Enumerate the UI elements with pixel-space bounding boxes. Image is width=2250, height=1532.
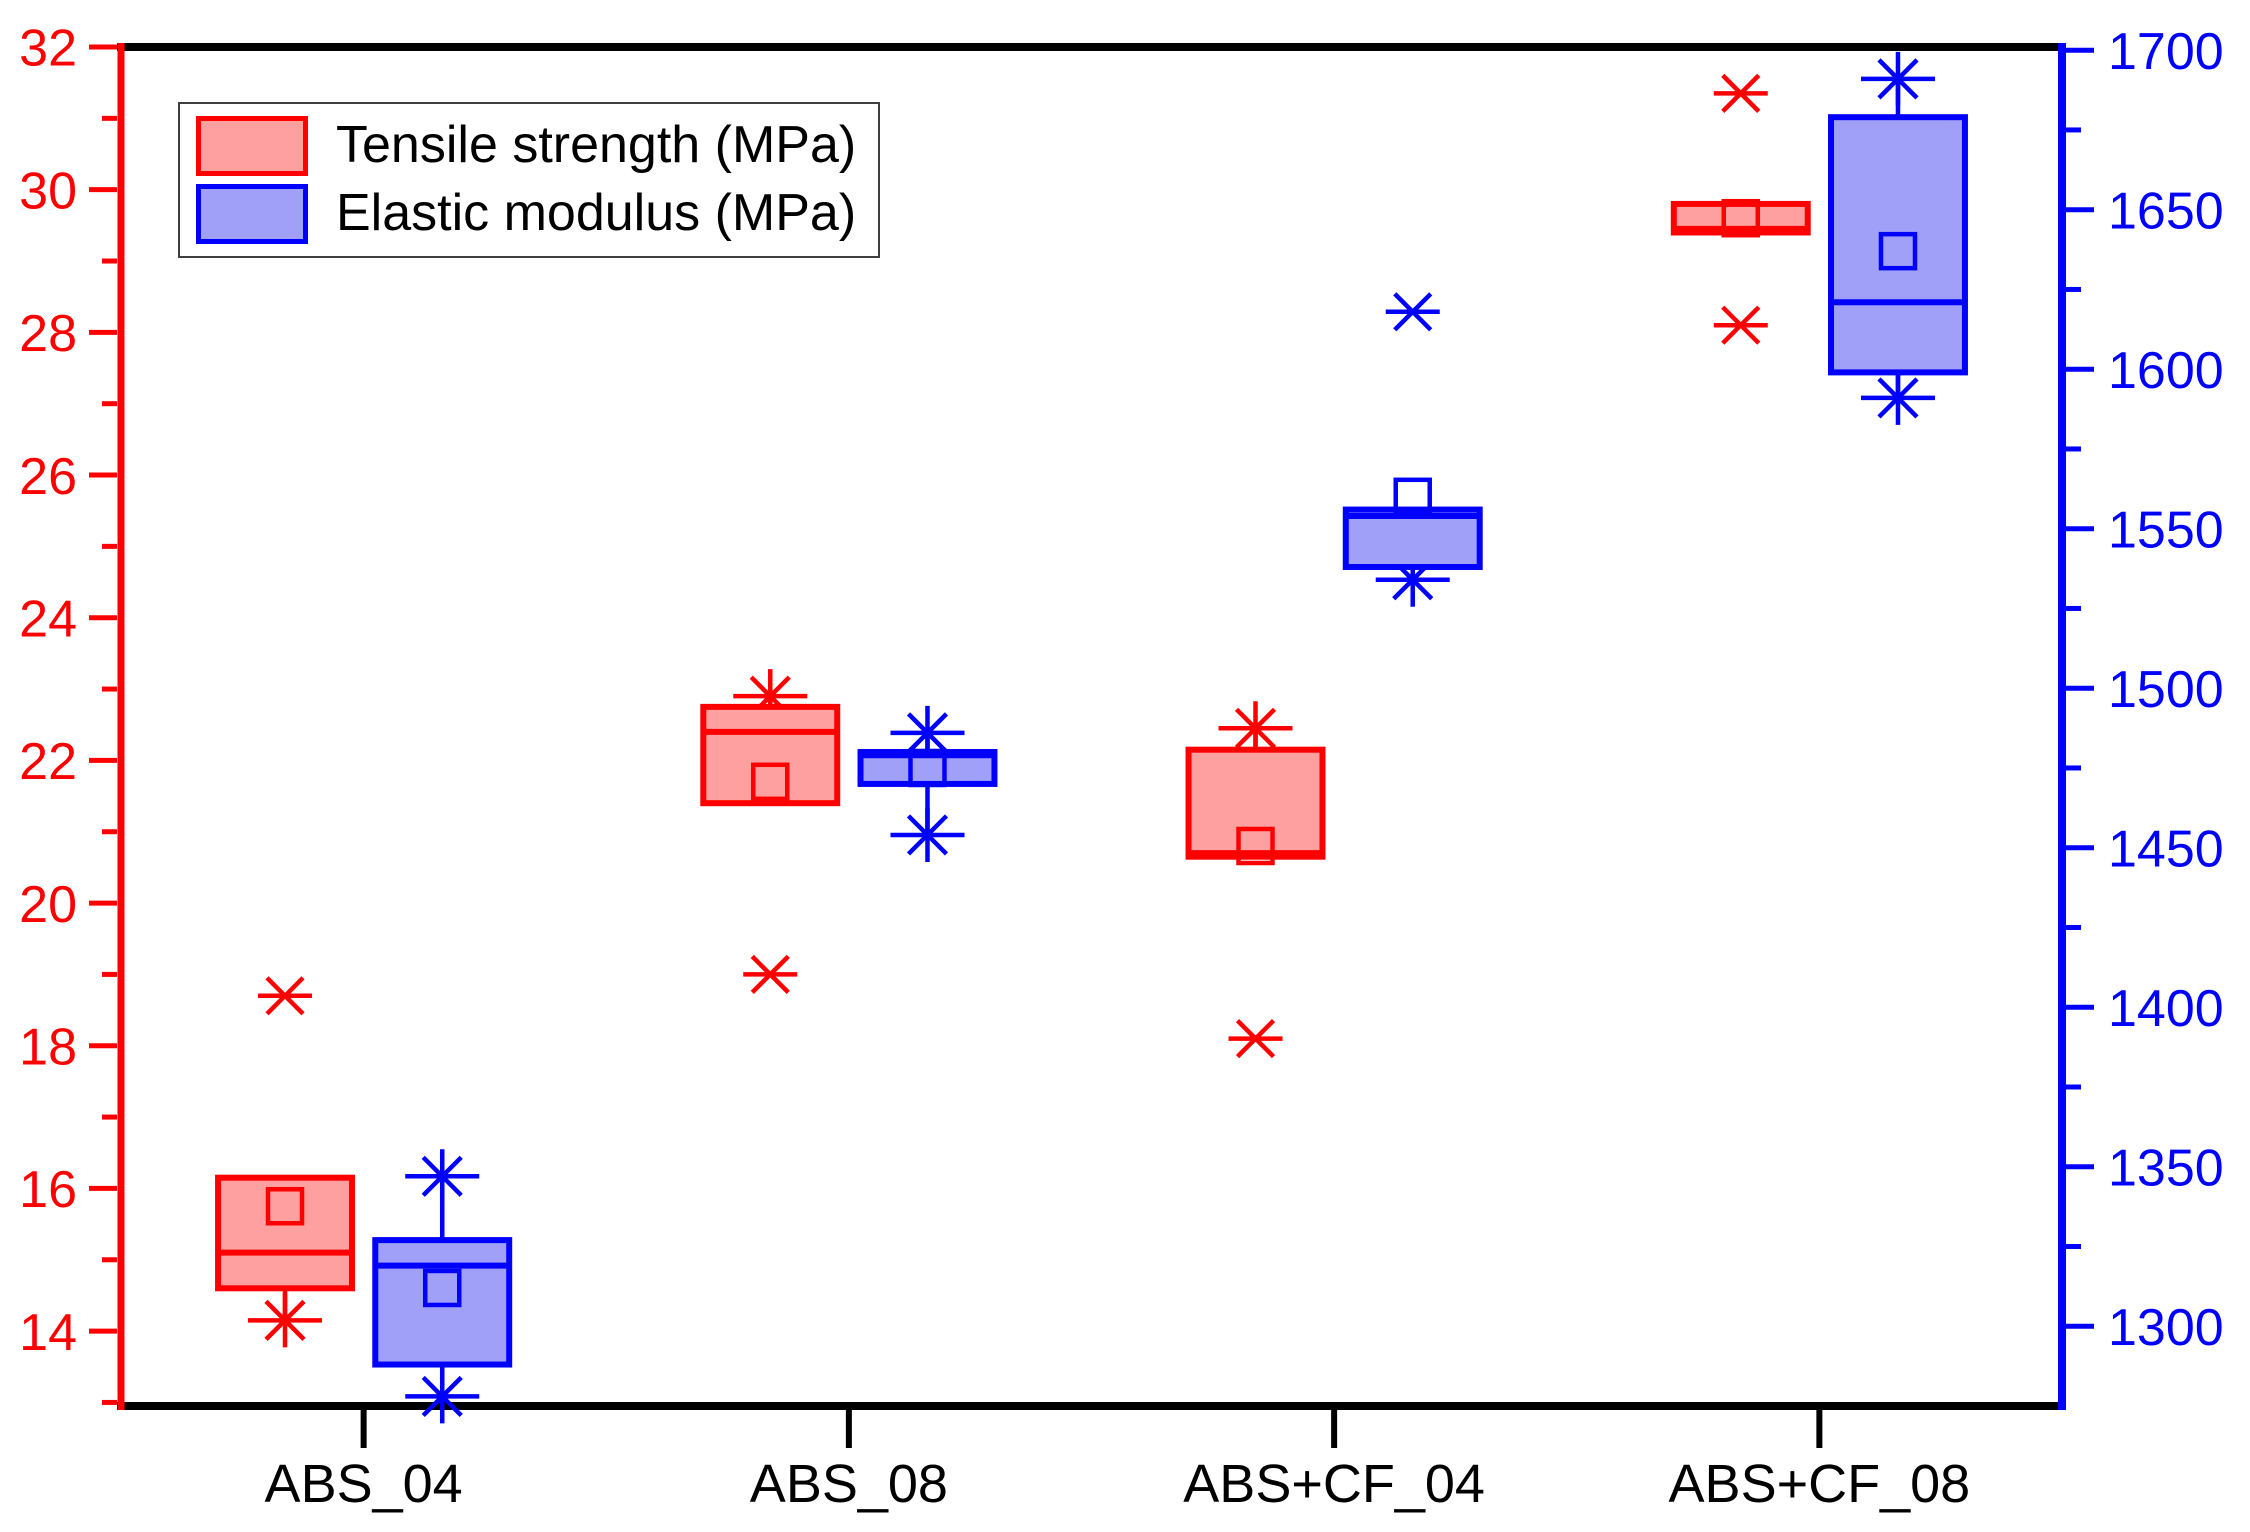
box [1828, 114, 1968, 376]
left-axis-tick-label: 16 [19, 1161, 77, 1219]
right-axis-tick-label: 1650 [2108, 182, 2224, 240]
legend-label-tensile: Tensile strength (MPa) [336, 116, 857, 175]
right-axis-tick-label: 1400 [2108, 980, 2224, 1038]
legend-swatch-tensile [196, 116, 308, 176]
legend: Tensile strength (MPa) Elastic modulus (… [178, 102, 881, 258]
mean-marker [1721, 198, 1761, 238]
left-axis-tick-label: 14 [19, 1304, 77, 1362]
right-axis-tick-label: 1700 [2108, 23, 2224, 81]
legend-label-elastic: Elastic modulus (MPa) [336, 184, 857, 243]
box [372, 1237, 513, 1368]
right-axis-tick-label: 1450 [2108, 820, 2224, 878]
right-axis-tick-label: 1600 [2108, 342, 2224, 400]
mean-marker [1878, 231, 1918, 271]
right-axis-tick-label: 1300 [2108, 1299, 2224, 1357]
outlier-marker [1721, 305, 1761, 345]
outlier-marker [750, 954, 790, 994]
legend-swatch-elastic [196, 184, 308, 244]
right-axis-tick-label: 1500 [2108, 661, 2224, 719]
right-axis-tick-label: 1550 [2108, 501, 2224, 559]
legend-item-tensile-strength: Tensile strength (MPa) [196, 116, 856, 176]
left-axis-tick-label: 20 [19, 876, 77, 934]
left-axis-tick-label: 28 [19, 305, 77, 363]
left-axis-tick-label: 30 [19, 162, 77, 220]
outlier-marker [1393, 292, 1433, 332]
left-axis-tick-label: 22 [19, 733, 77, 791]
outlier-marker [1235, 1019, 1276, 1059]
box [1185, 746, 1326, 860]
mean-marker [265, 1187, 305, 1226]
left-axis-tick-label: 24 [19, 590, 77, 648]
box [1342, 506, 1483, 570]
x-axis-label-abs-04: ABS_04 [265, 1454, 463, 1514]
left-axis-tick-label: 26 [19, 448, 77, 506]
left-axis-tick-label: 18 [19, 1018, 77, 1076]
box [700, 703, 841, 807]
outlier-marker [1721, 73, 1761, 113]
left-axis-tick-label: 32 [19, 20, 77, 78]
legend-item-elastic-modulus: Elastic modulus (MPa) [196, 184, 856, 244]
x-axis-label-abs-08: ABS_08 [750, 1454, 948, 1514]
mean-marker [1393, 477, 1432, 517]
x-axis-label-abs-cf-04: ABS+CF_04 [1183, 1454, 1485, 1514]
right-axis-tick-label: 1350 [2108, 1139, 2224, 1197]
box [215, 1174, 355, 1292]
mean-marker [422, 1268, 462, 1308]
mean-marker [1236, 826, 1275, 866]
outlier-marker [265, 976, 305, 1016]
mean-marker [908, 748, 947, 788]
x-axis-label-abs-cf-08: ABS+CF_08 [1669, 1454, 1971, 1514]
mean-marker [751, 762, 790, 802]
